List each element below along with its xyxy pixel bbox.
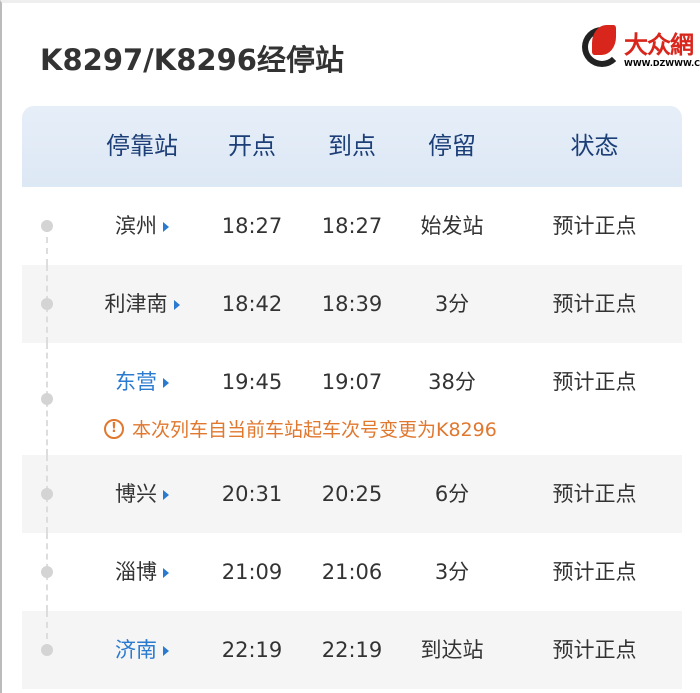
status: 预计正点	[552, 560, 637, 584]
station-name: 淄博	[115, 560, 157, 584]
timeline-dot-icon	[41, 220, 53, 232]
logo-url: WWW.DZWWW.COM	[624, 59, 700, 68]
arrive-time: 21:06	[321, 560, 383, 584]
table-row: 滨州 18:27 18:27 始发站 预计正点	[22, 187, 682, 265]
depart-time: 18:42	[221, 292, 283, 316]
table-row: 利津南 18:42 18:39 3分 预计正点	[22, 265, 682, 343]
depart-time: 21:09	[221, 560, 283, 584]
station-link[interactable]: 博兴	[82, 455, 202, 533]
depart-time: 20:31	[221, 482, 283, 506]
timeline-dot-icon	[41, 488, 53, 500]
station-name: 滨州	[115, 214, 157, 238]
timeline-line	[46, 611, 48, 650]
triangle-right-icon	[163, 378, 169, 388]
col-arrive: 到点	[328, 132, 376, 160]
notice-text: 本次列车自当前车站起车次号变更为K8296	[132, 419, 497, 441]
station-name: 东营	[115, 370, 157, 394]
train-number-notice: ! 本次列车自当前车站起车次号变更为K8296	[104, 415, 497, 442]
table-row: 济南 22:19 22:19 到达站 预计正点	[22, 611, 682, 689]
col-depart: 开点	[228, 132, 276, 160]
col-station: 停靠站	[106, 132, 178, 160]
arrive-time: 18:27	[321, 214, 383, 238]
triangle-right-icon	[173, 300, 180, 310]
depart-time: 22:19	[221, 638, 283, 662]
timeline-dot-icon	[41, 644, 53, 656]
warning-icon: !	[104, 418, 124, 439]
timeline-dot-icon	[41, 566, 53, 578]
station-link[interactable]: 济南	[82, 611, 202, 689]
status: 预计正点	[552, 292, 637, 316]
station-name: 利津南	[104, 292, 168, 316]
station-link[interactable]: 淄博	[82, 533, 202, 611]
arrive-time: 20:25	[321, 482, 383, 506]
station-link[interactable]: 滨州	[82, 187, 202, 265]
page-title: K8297/K8296经停站	[40, 43, 344, 77]
status: 预计正点	[552, 482, 637, 506]
triangle-right-icon	[163, 490, 169, 500]
stay-duration: 始发站	[420, 214, 484, 238]
arrive-time: 18:39	[321, 292, 383, 316]
stops-table: 停靠站 开点 到点 停留 状态 滨州 18:27 18:27 始发站 预计正点 …	[22, 106, 682, 689]
timeline-dot-icon	[41, 393, 53, 405]
station-name: 济南	[115, 638, 157, 662]
stay-duration: 6分	[434, 482, 470, 506]
triangle-right-icon	[163, 222, 169, 232]
dzwww-logo: 大众網 WWW.DZWWW.COM	[582, 25, 700, 75]
arrive-time: 19:07	[321, 370, 383, 394]
depart-time: 19:45	[221, 370, 283, 394]
timeline-line	[46, 226, 48, 265]
status: 预计正点	[552, 370, 637, 394]
stay-duration: 3分	[434, 560, 470, 584]
status: 预计正点	[552, 214, 637, 238]
table-row: 东营 19:45 19:07 38分 预计正点! 本次列车自当前车站起车次号变更为…	[22, 343, 682, 455]
depart-time: 18:27	[221, 214, 283, 238]
col-status: 状态	[570, 132, 619, 160]
stay-duration: 3分	[434, 292, 470, 316]
station-link[interactable]: 利津南	[82, 265, 202, 343]
timeline-dot-icon	[41, 298, 53, 310]
table-row: 淄博 21:09 21:06 3分 预计正点	[22, 533, 682, 611]
triangle-right-icon	[163, 568, 169, 578]
triangle-right-icon	[163, 646, 169, 656]
status: 预计正点	[552, 638, 637, 662]
station-link[interactable]: 东营	[82, 343, 202, 421]
stay-duration: 到达站	[420, 638, 484, 662]
stay-duration: 38分	[428, 370, 476, 394]
arrive-time: 22:19	[321, 638, 383, 662]
table-row: 博兴 20:31 20:25 6分 预计正点	[22, 455, 682, 533]
table-header: 停靠站 开点 到点 停留 状态	[22, 106, 682, 187]
logo-text: 大众網	[624, 30, 694, 59]
col-stay: 停留	[428, 132, 476, 160]
station-name: 博兴	[115, 482, 157, 506]
